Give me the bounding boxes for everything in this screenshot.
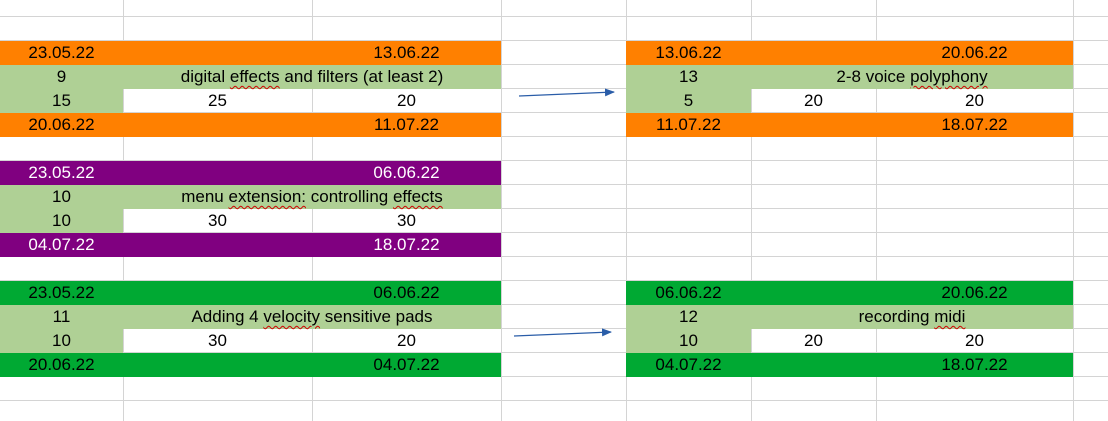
actual-end-cell[interactable]: 18.07.22 [373,235,440,254]
row-divider [0,376,1108,377]
value-cell-2[interactable]: 30 [208,211,227,230]
row-divider [0,136,1108,137]
end-date-cell[interactable]: 20.06.22 [941,43,1008,62]
end-date-cell[interactable]: 13.06.22 [373,43,440,62]
column-divider [751,0,752,421]
column-divider [876,0,877,421]
orange-left-values-row [0,89,123,113]
start-date-cell[interactable]: 06.06.22 [655,283,722,302]
green-left-task-row [0,305,501,329]
row-divider [0,256,1108,257]
green-right-date-row [626,281,1073,305]
value-cell-1[interactable]: 10 [52,331,71,350]
task-title-text: menu extension: controlling effects [181,187,443,206]
task-title-text: digital effects and filters (at least 2) [180,67,444,86]
task-title-cell[interactable]: 2-8 voice polyphony [751,65,1073,89]
row-divider [0,112,1108,113]
actual-start-cell[interactable]: 20.06.22 [28,355,95,374]
row-divider [0,88,1108,89]
start-date-cell[interactable]: 23.05.22 [28,43,95,62]
start-date-cell[interactable]: 23.05.22 [28,283,95,302]
task-title-cell[interactable]: Adding 4 velocity sensitive pads [123,305,501,329]
column-divider [501,0,502,421]
row-divider [0,64,1108,65]
task-title-cell[interactable]: recording midi [751,305,1073,329]
value-cell-1[interactable]: 5 [683,91,694,110]
column-divider [626,0,627,421]
orange-right-actual-row [626,113,1073,137]
green-left-actual-row [0,353,501,377]
actual-start-cell[interactable]: 04.07.22 [28,235,95,254]
actual-start-cell[interactable]: 11.07.22 [656,115,721,134]
value-cell-3[interactable]: 20 [397,331,416,350]
column-divider [123,0,124,421]
end-date-cell[interactable]: 06.06.22 [373,283,440,302]
green-right-actual-row [626,353,1073,377]
end-date-cell[interactable]: 06.06.22 [373,163,440,182]
row-divider [0,304,1108,305]
orange-right-task-row [626,65,1073,89]
value-cell-2[interactable]: 20 [804,331,823,350]
row-divider [0,400,1108,401]
start-date-cell[interactable]: 13.06.22 [655,43,722,62]
row-divider [0,184,1108,185]
task-id-cell[interactable]: 9 [56,67,67,86]
green-left-date-row [0,281,501,305]
orange-left-actual-row [0,113,501,137]
orange-left-task-row [0,65,501,89]
value-cell-2[interactable]: 30 [208,331,227,350]
task-title-cell[interactable]: digital effects and filters (at least 2) [123,65,501,89]
green-left-values-row [0,329,123,353]
orange-right-date-row [626,41,1073,65]
column-divider [312,0,313,421]
orange-right-values-row [626,89,751,113]
task-title-cell[interactable]: menu extension: controlling effects [123,185,501,209]
value-cell-1[interactable]: 10 [52,211,71,230]
actual-end-cell[interactable]: 18.07.22 [941,355,1008,374]
actual-end-cell[interactable]: 11.07.22 [374,115,439,134]
task-title-text: Adding 4 velocity sensitive pads [191,307,433,326]
start-date-cell[interactable]: 23.05.22 [28,163,95,182]
green-right-values-row [626,329,751,353]
task-id-cell[interactable]: 11 [52,307,71,326]
value-cell-2[interactable]: 20 [804,91,823,110]
value-cell-3[interactable]: 20 [965,91,984,110]
purple-actual-row [0,233,501,257]
task-title-text: 2-8 voice polyphony [836,67,988,86]
task-id-cell[interactable]: 12 [679,307,698,326]
task-id-cell[interactable]: 10 [52,187,71,206]
actual-start-cell[interactable]: 20.06.22 [28,115,95,134]
row-divider [0,160,1108,161]
value-cell-1[interactable]: 15 [52,91,71,110]
orange-left-date-row [0,41,501,65]
actual-end-cell[interactable]: 04.07.22 [373,355,440,374]
actual-start-cell[interactable]: 04.07.22 [655,355,722,374]
value-cell-3[interactable]: 30 [397,211,416,230]
row-divider [0,40,1108,41]
value-cell-2[interactable]: 25 [208,91,227,110]
value-cell-3[interactable]: 20 [397,91,416,110]
value-cell-1[interactable]: 10 [679,331,698,350]
purple-task-row [0,185,501,209]
row-divider [0,232,1108,233]
actual-end-cell[interactable]: 18.07.22 [941,115,1008,134]
row-divider [0,328,1108,329]
task-title-text: recording midi [858,307,966,326]
row-divider [0,352,1108,353]
row-divider [0,16,1108,17]
value-cell-3[interactable]: 20 [965,331,984,350]
row-divider [0,280,1108,281]
task-id-cell[interactable]: 13 [679,67,698,86]
column-divider [1073,0,1074,421]
row-divider [0,208,1108,209]
end-date-cell[interactable]: 20.06.22 [941,283,1008,302]
purple-date-row [0,161,501,185]
purple-values-row [0,209,123,233]
green-right-task-row [626,305,1073,329]
